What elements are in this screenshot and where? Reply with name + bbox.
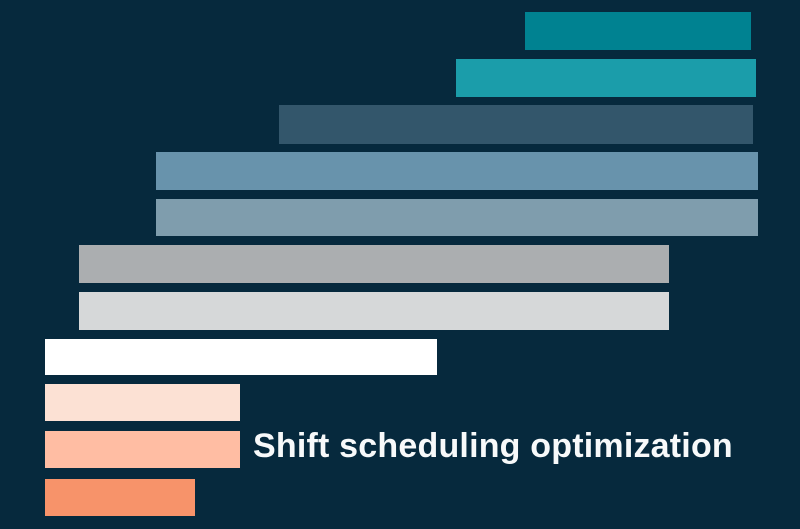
bar-8	[45, 339, 437, 375]
bar-3	[279, 105, 753, 144]
bar-10	[45, 431, 240, 468]
bar-4	[156, 152, 758, 190]
bar-7	[79, 292, 669, 330]
bar-5	[156, 199, 758, 236]
bar-2	[456, 59, 756, 97]
bar-9	[45, 384, 240, 421]
bar-1	[525, 12, 751, 50]
chart-title: Shift scheduling optimization	[253, 427, 733, 465]
bar-11	[45, 479, 195, 516]
bar-6	[79, 245, 669, 283]
